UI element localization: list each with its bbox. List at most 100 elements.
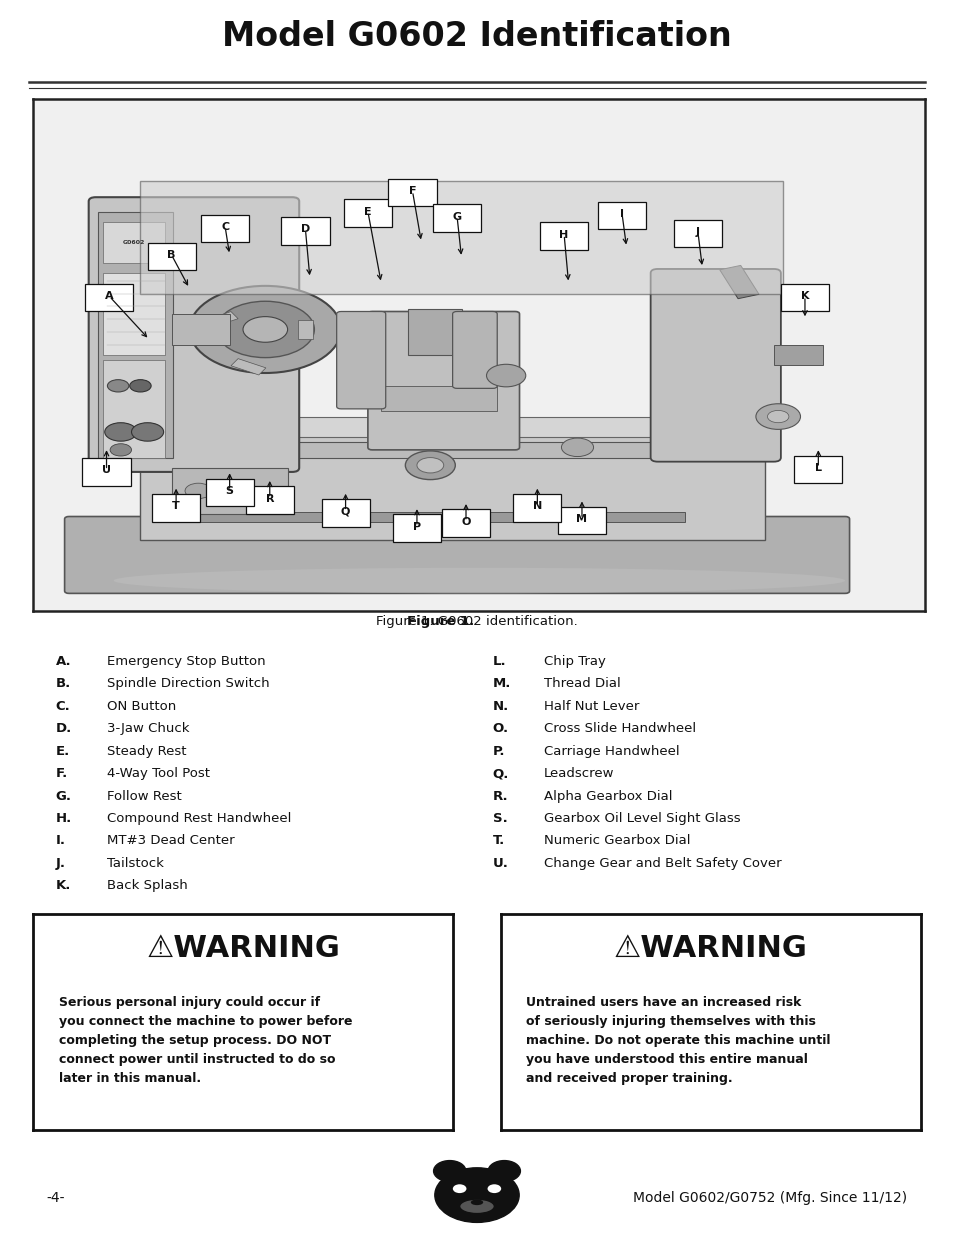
Text: Back Splash: Back Splash <box>107 879 187 893</box>
Text: R: R <box>265 494 274 504</box>
Bar <box>167 513 684 521</box>
Bar <box>103 273 165 356</box>
Text: E.: E. <box>55 745 70 758</box>
Text: A: A <box>105 291 113 301</box>
Text: K.: K. <box>55 879 71 893</box>
Text: Chip Tray: Chip Tray <box>543 655 605 668</box>
Text: Leadscrew: Leadscrew <box>543 767 614 781</box>
Text: G.: G. <box>55 789 71 803</box>
Bar <box>172 468 287 514</box>
Bar <box>97 211 173 458</box>
Circle shape <box>185 483 212 499</box>
Text: ⚠WARNING: ⚠WARNING <box>613 934 807 963</box>
Text: S.: S. <box>493 813 507 825</box>
Text: H: H <box>558 230 568 240</box>
Text: R.: R. <box>493 789 508 803</box>
FancyBboxPatch shape <box>794 456 841 483</box>
Text: L: L <box>814 463 821 473</box>
Circle shape <box>487 1184 500 1193</box>
FancyBboxPatch shape <box>85 284 133 311</box>
FancyBboxPatch shape <box>246 487 294 514</box>
FancyBboxPatch shape <box>148 243 195 270</box>
Circle shape <box>453 1184 466 1193</box>
FancyBboxPatch shape <box>393 515 440 542</box>
Circle shape <box>230 483 256 499</box>
Circle shape <box>190 285 341 373</box>
Circle shape <box>108 379 129 391</box>
FancyBboxPatch shape <box>452 311 497 388</box>
Text: B.: B. <box>55 677 71 690</box>
Circle shape <box>486 364 525 387</box>
Bar <box>140 442 764 458</box>
Circle shape <box>110 443 132 456</box>
Text: MT#3 Dead Center: MT#3 Dead Center <box>107 835 233 847</box>
Text: G0602: G0602 <box>123 240 145 245</box>
Circle shape <box>216 301 314 358</box>
Bar <box>408 309 461 356</box>
FancyBboxPatch shape <box>321 499 369 527</box>
Text: D.: D. <box>55 722 71 735</box>
Text: Serious personal injury could occur if
you connect the machine to power before
c: Serious personal injury could occur if y… <box>58 995 352 1086</box>
Text: Model G0602 Identification: Model G0602 Identification <box>222 20 731 53</box>
Circle shape <box>435 1168 518 1223</box>
Circle shape <box>767 410 788 422</box>
Text: Q.: Q. <box>493 767 509 781</box>
Bar <box>140 427 764 540</box>
Text: M.: M. <box>493 677 511 690</box>
Bar <box>719 266 759 299</box>
FancyBboxPatch shape <box>152 494 200 521</box>
Text: T: T <box>172 501 180 511</box>
Bar <box>140 416 764 437</box>
Circle shape <box>405 451 455 479</box>
Text: ON Button: ON Button <box>107 700 175 713</box>
Text: F: F <box>408 186 416 196</box>
Bar <box>103 361 165 458</box>
Text: Q: Q <box>340 506 350 516</box>
FancyBboxPatch shape <box>673 220 721 247</box>
Text: P: P <box>413 521 420 532</box>
Text: Model G0602/G0752 (Mfg. Since 11/12): Model G0602/G0752 (Mfg. Since 11/12) <box>633 1191 906 1205</box>
Text: ⚠WARNING: ⚠WARNING <box>146 934 340 963</box>
FancyBboxPatch shape <box>388 179 436 206</box>
FancyBboxPatch shape <box>65 516 849 593</box>
Ellipse shape <box>113 568 844 593</box>
FancyBboxPatch shape <box>368 311 519 450</box>
Circle shape <box>561 438 593 457</box>
Text: A.: A. <box>55 655 71 668</box>
Bar <box>220 485 233 496</box>
Text: E: E <box>364 206 372 216</box>
Text: L.: L. <box>493 655 506 668</box>
Text: J: J <box>695 227 700 237</box>
Bar <box>381 385 497 411</box>
Text: Spindle Direction Switch: Spindle Direction Switch <box>107 677 269 690</box>
Circle shape <box>132 422 164 441</box>
Text: M: M <box>576 514 587 524</box>
Bar <box>172 314 230 345</box>
Text: Figure 1.: Figure 1. <box>407 615 474 629</box>
Text: H.: H. <box>55 813 71 825</box>
Bar <box>773 345 821 366</box>
Ellipse shape <box>470 1199 482 1205</box>
Text: Half Nut Lever: Half Nut Lever <box>543 700 639 713</box>
Circle shape <box>105 422 136 441</box>
Text: T.: T. <box>493 835 504 847</box>
Text: Alpha Gearbox Dial: Alpha Gearbox Dial <box>543 789 672 803</box>
Text: C: C <box>221 222 229 232</box>
Text: U.: U. <box>493 857 508 869</box>
Text: Compound Rest Handwheel: Compound Rest Handwheel <box>107 813 291 825</box>
Text: F.: F. <box>55 767 68 781</box>
Text: S: S <box>226 485 233 496</box>
Bar <box>140 180 781 294</box>
FancyBboxPatch shape <box>650 269 781 462</box>
Text: Carriage Handwheel: Carriage Handwheel <box>543 745 679 758</box>
Text: O.: O. <box>493 722 508 735</box>
Text: Emergency Stop Button: Emergency Stop Button <box>107 655 265 668</box>
FancyBboxPatch shape <box>781 284 828 311</box>
Text: D: D <box>300 225 310 235</box>
FancyBboxPatch shape <box>343 199 392 227</box>
FancyBboxPatch shape <box>513 494 561 521</box>
FancyBboxPatch shape <box>205 479 253 506</box>
Text: Tailstock: Tailstock <box>107 857 163 869</box>
Text: -4-: -4- <box>47 1191 65 1205</box>
Ellipse shape <box>459 1199 494 1214</box>
